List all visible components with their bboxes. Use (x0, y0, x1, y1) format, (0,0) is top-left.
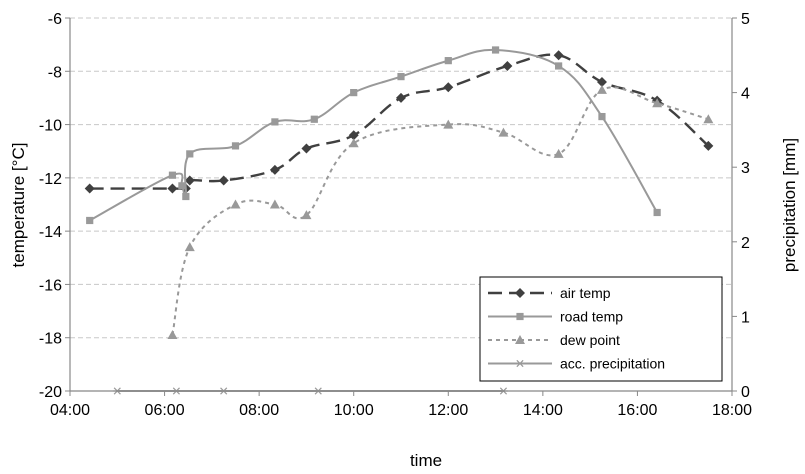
road-temp-point (555, 62, 563, 70)
air-temp-point (269, 164, 280, 175)
series-road-temp (86, 46, 661, 225)
x-tick-label: 14:00 (523, 402, 563, 419)
x-tick-label: 10:00 (334, 402, 374, 419)
y-left-tick-label: -10 (39, 118, 62, 135)
y-right-tick-label: 5 (741, 11, 750, 28)
road-temp-point (271, 118, 279, 126)
dew-point-point (498, 127, 509, 137)
dew-point-point (184, 242, 195, 252)
legend-item-acc-precipitation: acc. precipitation (488, 356, 665, 372)
legend-label: dew point (560, 332, 620, 348)
air-temp-point (84, 183, 95, 194)
x-tick-label: 08:00 (239, 402, 279, 419)
road-temp-point (397, 73, 405, 81)
x-tick-label: 18:00 (712, 402, 752, 419)
x-tick-label: 06:00 (145, 402, 185, 419)
legend-label: air temp (560, 285, 611, 301)
air-temp-point (443, 82, 454, 93)
x-tick-label: 04:00 (50, 402, 90, 419)
road-temp-point (310, 115, 318, 123)
air-temp-point (396, 92, 406, 103)
air-temp-point (553, 50, 564, 61)
road-temp-point (444, 57, 452, 65)
y-left-tick-label: -12 (39, 171, 62, 188)
dew-point-point (652, 98, 663, 108)
legend-item-air-temp: air temp (488, 285, 611, 301)
legend-item-road-temp: road temp (488, 309, 623, 325)
air-temp-point (184, 175, 195, 186)
dew-point-point (596, 84, 607, 94)
y-left-tick-label: -14 (39, 224, 62, 241)
gridlines (70, 17, 732, 339)
legend: air temp road temp dew point acc. precipita… (479, 276, 723, 382)
road-temp-point (491, 46, 500, 54)
road-temp-point (653, 208, 661, 217)
road-temp-point (231, 142, 240, 150)
tick-labels: -6 -8 -10 -12 -14 -16 -18 -20 5 4 3 2 1 0 04:00 06:00 08… (39, 11, 752, 419)
y-left-tick-label: -8 (48, 64, 62, 81)
y-left-tick-label: -20 (39, 384, 62, 401)
y-right-tick-label: 0 (741, 384, 750, 401)
air-temp-point (167, 183, 178, 194)
y-right-tick-label: 2 (741, 235, 750, 252)
y-left-tick-label: -16 (39, 277, 62, 294)
air-temp-point (218, 175, 229, 186)
y-axis-left-label: temperature [°C] (9, 143, 28, 268)
legend-label: acc. precipitation (560, 356, 665, 372)
road-temp-point (168, 171, 177, 179)
legend-item-dew-point: dew point (488, 332, 620, 348)
dew-point-point (443, 119, 454, 129)
dew-point-point (348, 138, 359, 148)
legend-marker (516, 312, 524, 321)
y-left-tick-label: -18 (39, 331, 62, 348)
dew-point-point (167, 330, 178, 340)
air-temp-point (348, 130, 359, 141)
series-dew-point (167, 84, 714, 340)
legend-marker (515, 359, 525, 368)
road-temp-point (598, 112, 606, 121)
dew-point-point (553, 148, 564, 158)
y-right-tick-label: 3 (741, 160, 750, 177)
road-temp-point (182, 192, 190, 201)
air-temp-point (703, 140, 714, 151)
air-temp-point (502, 60, 513, 71)
dew-point-point (269, 199, 280, 209)
road-temp-point (86, 216, 94, 225)
air-temp-point (596, 76, 607, 87)
x-tick-label: 16:00 (617, 402, 657, 419)
air-temp-point (301, 143, 312, 154)
axes (65, 17, 737, 396)
dew-point-point (230, 199, 241, 209)
legend-marker (515, 335, 525, 344)
road-temp-point (350, 89, 358, 97)
x-axis-label: time (410, 451, 442, 470)
y-right-tick-label: 4 (741, 86, 750, 103)
legend-label: road temp (560, 309, 623, 325)
dew-point-point (703, 114, 714, 124)
road-temp-point (178, 182, 186, 190)
y-left-tick-label: -6 (48, 11, 62, 28)
road-temp-point (186, 150, 194, 158)
y-right-tick-label: 1 (741, 309, 750, 326)
dew-point-point (301, 210, 312, 220)
x-tick-label: 12:00 (428, 402, 468, 419)
y-axis-right-label: precipitation [mm] (780, 138, 799, 272)
legend-marker (515, 288, 525, 298)
